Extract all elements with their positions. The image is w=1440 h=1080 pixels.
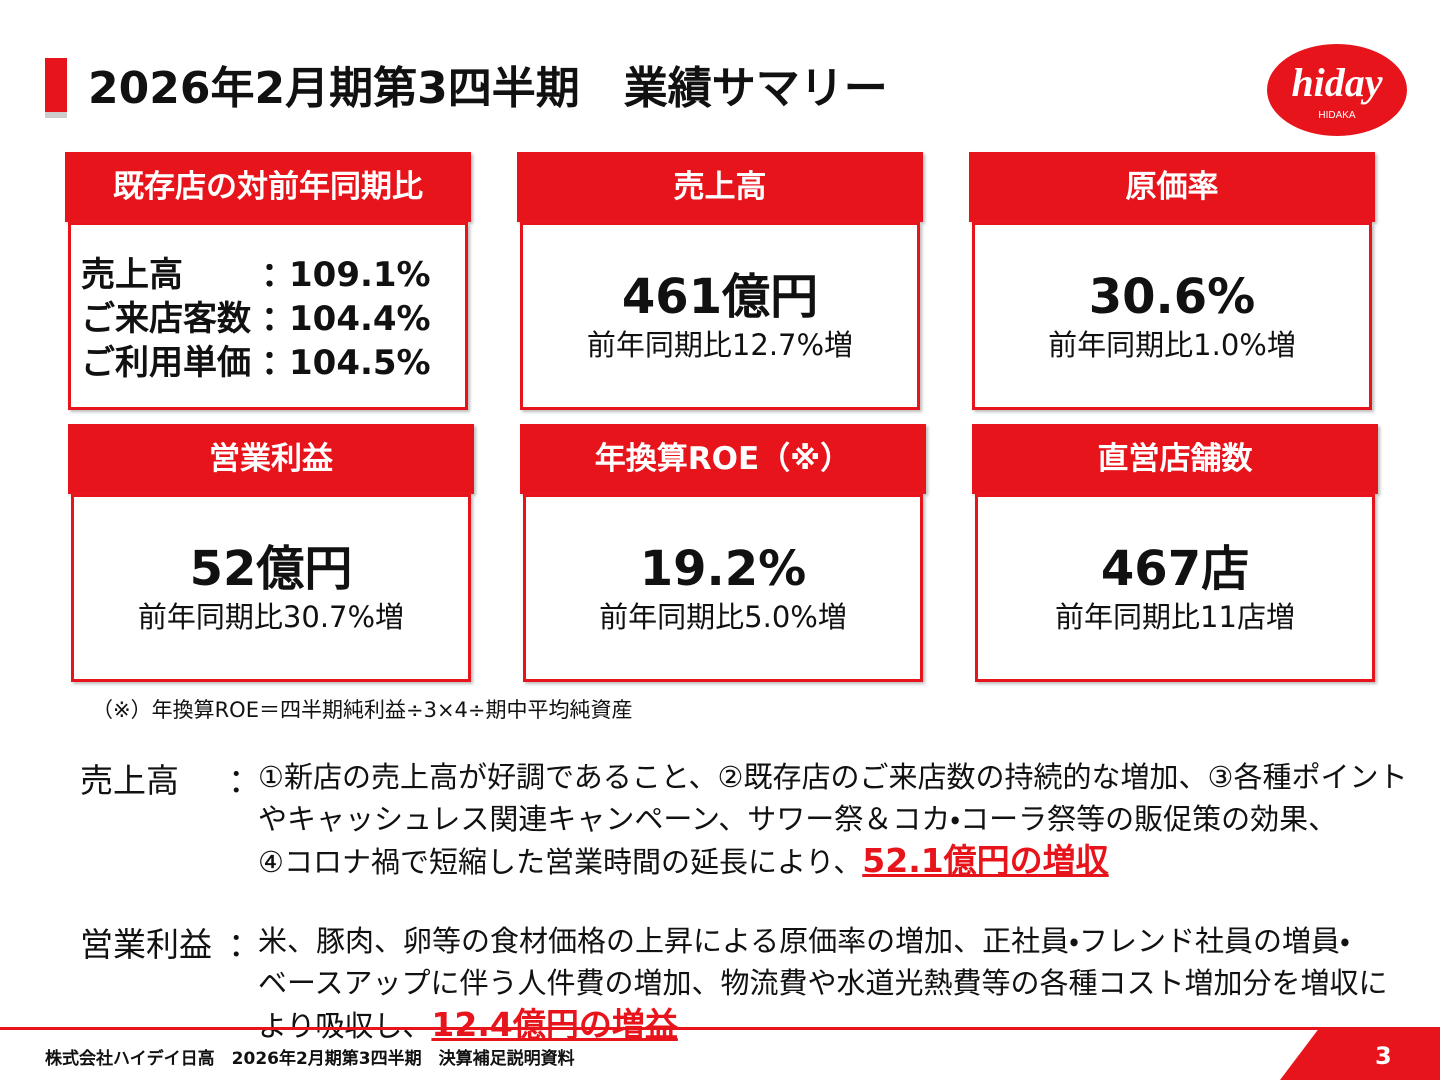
- card-sub: 前年同期比1.0%増: [1048, 328, 1296, 362]
- exp-text: ベースアップに伴う人件費の増加、物流費や水道光熱費等の各種コスト増加分を増収に: [258, 966, 1388, 1000]
- card: 直営店舗数 467店 前年同期比11店増: [972, 424, 1378, 682]
- card: 年換算ROE（※） 19.2% 前年同期比5.0%増: [520, 424, 926, 682]
- card-sub: 前年同期比5.0%増: [599, 600, 847, 634]
- row-sep: ：: [261, 343, 295, 383]
- card-value: 461億円: [621, 269, 819, 325]
- card-body: 52億円 前年同期比30.7%増: [71, 494, 471, 682]
- row-sep: ：: [261, 255, 295, 295]
- logo-brand: hiday: [1291, 60, 1382, 105]
- title: 2026年2月期第3四半期 業績サマリー: [88, 63, 888, 114]
- card-body: 19.2% 前年同期比5.0%増: [523, 494, 923, 682]
- card-value: 19.2%: [639, 541, 807, 597]
- footer-line: [0, 1027, 1440, 1030]
- exp-sep: ：: [228, 925, 261, 964]
- rows: 売上高： 109.1% ご来店客数： 104.4% ご利用単価： 104.5%: [71, 225, 465, 385]
- card: 営業利益 52億円 前年同期比30.7%増: [68, 424, 474, 682]
- card-header: 売上高: [517, 152, 923, 222]
- card-value: 467店: [1100, 541, 1250, 597]
- footer-text: 株式会社ハイデイ日高 2026年2月期第3四半期 決算補足説明資料: [45, 1049, 575, 1069]
- row: ご利用単価： 104.5%: [81, 341, 465, 385]
- card-sub: 前年同期比30.7%増: [137, 600, 405, 634]
- exp-text: ①新店の売上高が好調であること、②既存店のご来店数の持続的な増加、③各種ポイント: [258, 760, 1408, 794]
- exp-highlight: 52.1億円の増収: [862, 841, 1109, 880]
- exp-line: ④コロナ禍で短縮した営業時間の延長により、52.1億円の増収: [258, 840, 1109, 883]
- card-header: 年換算ROE（※）: [520, 424, 926, 494]
- card-body: 30.6% 前年同期比1.0%増: [972, 222, 1372, 410]
- card-header: 原価率: [969, 152, 1375, 222]
- exp-label: 営業利益: [80, 925, 212, 964]
- exp-text: ④コロナ禍で短縮した営業時間の延長により、: [258, 845, 863, 879]
- exp-line: より吸収し、12.4億円の増益: [258, 1004, 678, 1047]
- card-sub: 前年同期比12.7%増: [586, 328, 854, 362]
- note: （※）年換算ROE＝四半期純利益÷3×4÷期中平均純資産: [92, 698, 633, 722]
- logo: hiday HIDAKA: [1267, 44, 1407, 136]
- card: 売上高 461億円 前年同期比12.7%増: [517, 152, 923, 410]
- exp-text: より吸収し、: [258, 1009, 432, 1043]
- exp-highlight: 12.4億円の増益: [431, 1005, 678, 1044]
- card: 原価率 30.6% 前年同期比1.0%増: [969, 152, 1375, 410]
- row: ご来店客数： 104.4%: [81, 297, 465, 341]
- exp-line: ①新店の売上高が好調であること、②既存店のご来店数の持続的な増加、③各種ポイント: [258, 756, 1408, 798]
- exp-text: やキャッシュレス関連キャンペーン、サワー祭＆コカ・コーラ祭等の販促策の効果、: [258, 802, 1338, 836]
- logo-sub: HIDAKA: [1318, 110, 1356, 121]
- card-header: 営業利益: [68, 424, 474, 494]
- card-body: 売上高： 109.1% ご来店客数： 104.4% ご利用単価： 104.5%: [68, 222, 468, 410]
- exp-sep: ：: [228, 761, 261, 800]
- logo-bg: [1267, 44, 1407, 136]
- card-header: 既存店の対前年同期比: [65, 152, 471, 222]
- card-body: 461億円 前年同期比12.7%増: [520, 222, 920, 410]
- row-sep: ：: [261, 299, 295, 339]
- page-number: 3: [1375, 1042, 1392, 1070]
- card-value: 30.6%: [1088, 269, 1256, 325]
- row-value: 109.1%: [289, 255, 431, 295]
- row-label: ご来店客数: [81, 299, 251, 339]
- row-label: ご利用単価: [81, 343, 251, 383]
- title-bar: [45, 58, 67, 112]
- row-value: 104.5%: [289, 343, 431, 383]
- card-value: 52億円: [189, 541, 353, 597]
- row-label: 売上高: [81, 255, 183, 295]
- exp-label: 売上高: [80, 761, 179, 800]
- exp-line: やキャッシュレス関連キャンペーン、サワー祭＆コカ・コーラ祭等の販促策の効果、: [258, 798, 1337, 840]
- row: 売上高 ： 109.1%: [81, 253, 465, 297]
- footer-shape: [1280, 1027, 1440, 1080]
- exp-text: 米、豚肉、卵等の食材価格の上昇による原価率の増加、正社員・フレンド社員の増員・: [258, 924, 1350, 958]
- exp-line: 米、豚肉、卵等の食材価格の上昇による原価率の増加、正社員・フレンド社員の増員・: [258, 920, 1350, 962]
- exp-line: ベースアップに伴う人件費の増加、物流費や水道光熱費等の各種コスト増加分を増収に: [258, 962, 1388, 1004]
- card: 既存店の対前年同期比 売上高： 109.1% ご来店客数： 104.4% ご利用単価： 10…: [65, 152, 471, 410]
- row-value: 104.4%: [289, 299, 431, 339]
- card-body: 467店 前年同期比11店増: [975, 494, 1375, 682]
- card-header: 直営店舗数: [972, 424, 1378, 494]
- card-sub: 前年同期比11店増: [1055, 600, 1295, 634]
